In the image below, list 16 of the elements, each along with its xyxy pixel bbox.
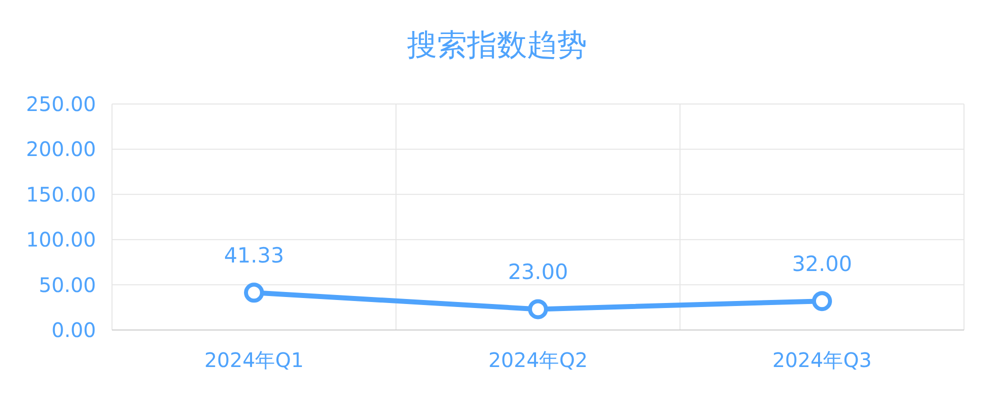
y-tick-label: 0.00: [51, 318, 96, 342]
data-label: 32.00: [792, 252, 852, 276]
point: [812, 291, 832, 312]
point: [528, 299, 548, 320]
chart-title: 搜索指数趋势: [407, 28, 587, 63]
y-tick-label: 250.00: [26, 92, 96, 116]
y-tick-label: 200.00: [26, 137, 96, 162]
x-tick-label: 2024年Q1: [204, 348, 304, 372]
data-label: 23.00: [508, 260, 568, 284]
x-tick-label: 2024年Q3: [772, 348, 872, 372]
y-tick-label: 150.00: [26, 182, 96, 206]
x-tick-label: 2024年Q2: [488, 348, 588, 372]
y-tick-label: 100.00: [26, 228, 96, 252]
y-tick-label: 50.00: [38, 272, 96, 297]
point: [244, 282, 264, 303]
data-label: 41.33: [224, 244, 284, 268]
